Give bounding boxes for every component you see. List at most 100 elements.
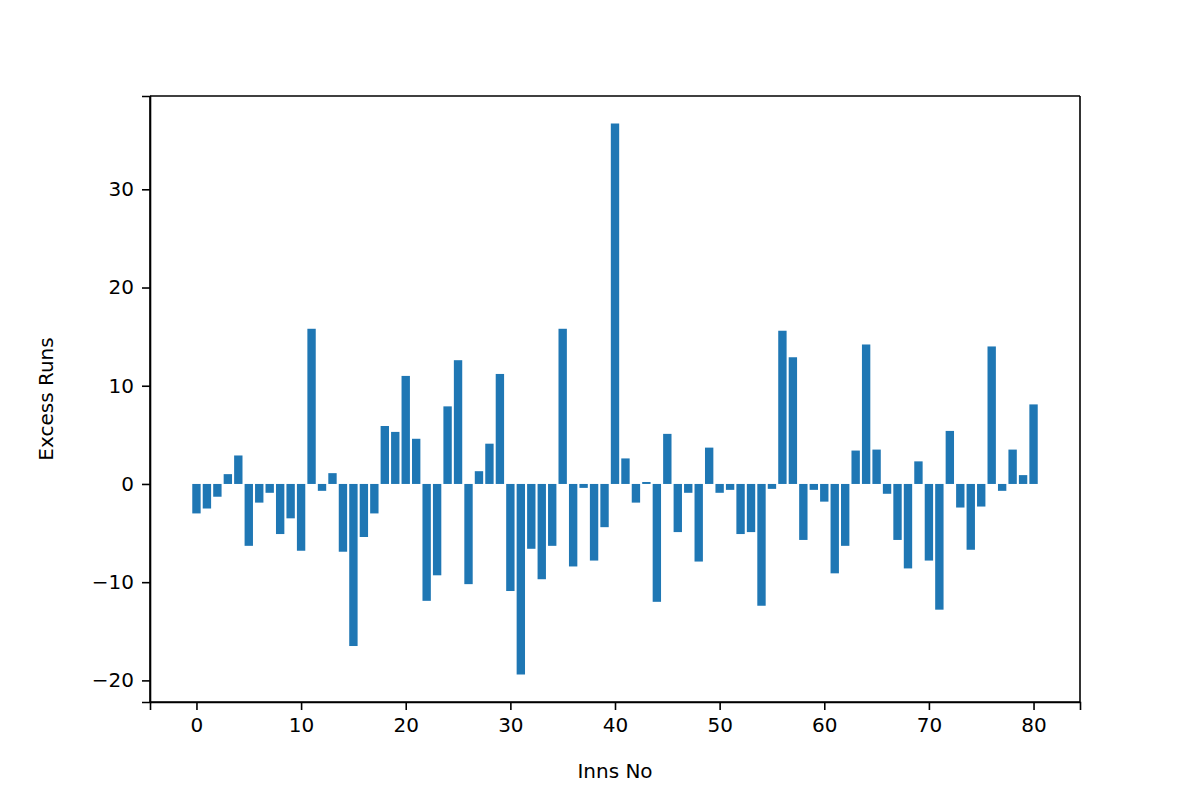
y-axis-line <box>142 97 151 703</box>
bar <box>851 451 859 484</box>
bar <box>883 484 891 494</box>
y-axis: −20 −10 0 10 20 30 <box>92 97 151 703</box>
bar <box>914 461 922 484</box>
bar <box>328 473 336 484</box>
spine <box>1079 96 1081 702</box>
bar <box>297 484 305 551</box>
bar <box>1008 450 1016 484</box>
x-tick-label: 80 <box>1021 713 1046 737</box>
bar <box>579 484 587 488</box>
bar <box>768 484 776 489</box>
y-axis-title: Excess Runs <box>34 337 58 460</box>
y-tick: −20 <box>92 668 150 692</box>
bar <box>569 484 577 567</box>
x-tick-mark <box>510 702 512 710</box>
y-tick: 30 <box>109 177 150 201</box>
x-tick-mark <box>615 702 617 710</box>
bar <box>831 484 839 573</box>
bars <box>192 124 1037 675</box>
x-tick-label: 0 <box>191 713 204 737</box>
bar <box>402 376 410 484</box>
x-tick-label: 60 <box>812 713 837 737</box>
bar <box>381 426 389 484</box>
bar <box>1019 475 1027 484</box>
bar <box>433 484 441 575</box>
bar <box>799 484 807 540</box>
bar <box>213 484 221 497</box>
bar <box>1029 404 1037 484</box>
bar <box>192 484 200 513</box>
bar <box>464 484 472 584</box>
frame <box>150 96 1080 702</box>
bar <box>810 484 818 490</box>
x-tick-mark <box>196 702 198 710</box>
bar <box>778 331 786 484</box>
bar <box>747 484 755 532</box>
x-tick-mark <box>405 702 407 710</box>
bar <box>715 484 723 493</box>
bar <box>611 124 619 484</box>
x-tick: 70 <box>917 702 942 737</box>
y-tick: 20 <box>109 275 150 299</box>
y-tick-label: 10 <box>109 374 134 398</box>
x-tick: 50 <box>707 702 732 737</box>
bar <box>245 484 253 546</box>
bar <box>736 484 744 534</box>
bar <box>705 448 713 484</box>
bar <box>307 329 315 484</box>
bar <box>485 444 493 484</box>
y-tick-label: 20 <box>109 275 134 299</box>
bar <box>820 484 828 502</box>
bar <box>674 484 682 532</box>
x-tick-label: 40 <box>603 713 628 737</box>
x-tick-label: 20 <box>394 713 419 737</box>
bar <box>935 484 943 610</box>
bar <box>349 484 357 646</box>
bar <box>234 455 242 483</box>
bar <box>925 484 933 561</box>
bar <box>904 484 912 568</box>
bar <box>255 484 263 503</box>
x-tick-label: 70 <box>917 713 942 737</box>
bar <box>600 484 608 527</box>
bar <box>318 484 326 491</box>
y-tick-mark <box>142 385 150 387</box>
bar <box>548 484 556 546</box>
y-tick-mark <box>142 189 150 191</box>
bar <box>872 450 880 484</box>
spine <box>150 95 1080 97</box>
x-tick-label: 30 <box>498 713 523 737</box>
x-tick: 80 <box>1021 702 1046 737</box>
x-tick-mark <box>301 702 303 710</box>
x-tick: 10 <box>289 702 314 737</box>
bar <box>789 357 797 484</box>
bar <box>370 484 378 513</box>
y-tick: −10 <box>92 570 150 594</box>
y-tick-mark <box>142 582 150 584</box>
bar <box>360 484 368 537</box>
bar <box>988 346 996 484</box>
bar <box>538 484 546 579</box>
y-tick-label: 0 <box>121 472 134 496</box>
bar <box>422 484 430 601</box>
bar <box>443 406 451 484</box>
bar <box>339 484 347 552</box>
x-tick: 20 <box>394 702 419 737</box>
bar <box>684 484 692 493</box>
y-tick-mark <box>142 484 150 486</box>
bar <box>506 484 514 591</box>
x-axis-title: Inns No <box>577 759 652 783</box>
x-tick-label: 50 <box>707 713 732 737</box>
x-tick-mark <box>824 702 826 710</box>
y-tick: 0 <box>121 472 150 496</box>
bar <box>558 329 566 484</box>
bar <box>475 471 483 484</box>
x-tick: 40 <box>603 702 628 737</box>
chart: 0 10 20 30 40 50 60 70 80 −20 −10 0 10 20 30 Inns No Exc… <box>0 0 1200 800</box>
bar <box>412 439 420 484</box>
bar <box>977 484 985 507</box>
y-tick-label: 30 <box>109 177 134 201</box>
bar <box>695 484 703 562</box>
bar <box>621 458 629 484</box>
bar <box>224 474 232 484</box>
